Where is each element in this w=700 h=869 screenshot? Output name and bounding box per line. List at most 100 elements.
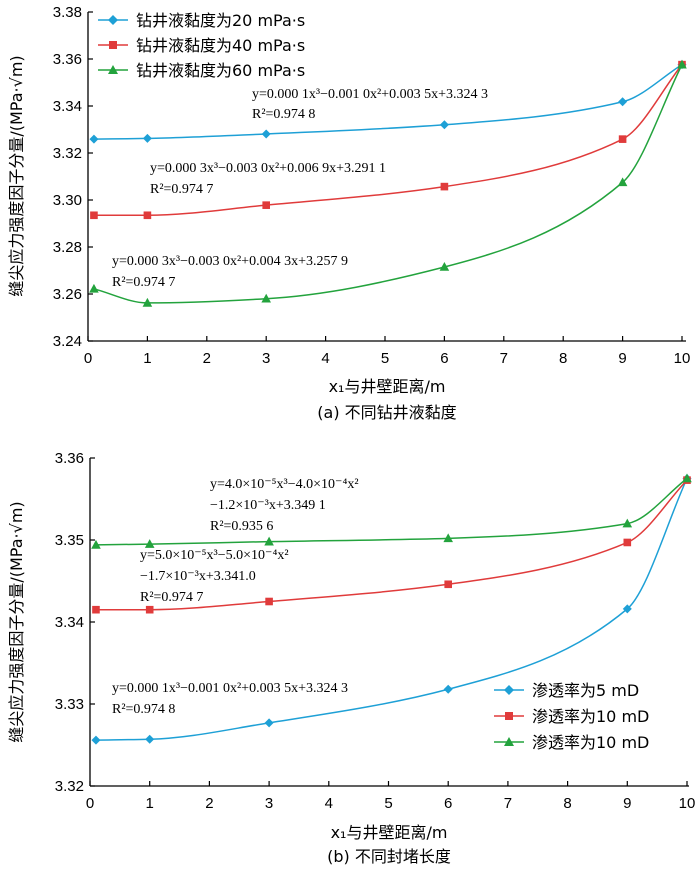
legend-item-b-0: 渗透率为5 mD: [494, 681, 639, 700]
chart-b-series-0-line: [95, 478, 688, 741]
chart-b-x-ticks: 0 1 2 3 4 5 6 7 8 9 10: [86, 781, 696, 812]
chart-a-caption: (a) 不同钻井液黏度: [317, 403, 456, 422]
chart-b-x-tick-label: 2: [205, 795, 213, 812]
chart-b-series-2-line: [95, 477, 688, 546]
chart-a-x-tick-label: 5: [381, 350, 389, 367]
chart-a-series: [89, 59, 687, 307]
chart-b-legend: 渗透率为5 mD 渗透率为10 mD 渗透率为10 mD: [494, 681, 649, 752]
legend-item-b-1: 渗透率为10 mD: [494, 707, 649, 726]
legend-marker-square: [505, 712, 513, 720]
chart-a-x-tick-label: 2: [203, 350, 211, 367]
eq-a-0: y=0.000 1x³−0.001 0x²+0.003 5x+3.324 3: [252, 87, 488, 102]
chart-a-y-tick-label: 3.34: [53, 98, 82, 115]
chart-b-series-0-point-4: [622, 604, 632, 614]
r2-a-2: R²=0.974 7: [112, 275, 175, 290]
chart-a: 3.24 3.26 3.28 3.30 3.32 3.34 3.36 3.38 0 1 2 3 4 5 6…: [7, 4, 690, 422]
eq-a-1: y=0.000 3x³−0.003 0x²+0.006 9x+3.291 1: [150, 161, 386, 176]
chart-a-y-axis-label: 缝尖应力强度因子分量/(MPa·√m): [7, 55, 26, 296]
chart-b-series-0-point-2: [264, 718, 274, 728]
chart-a-legend: 钻井液黏度为20 mPa·s 钻井液黏度为40 mPa·s 钻井液黏度为60 m…: [98, 11, 305, 80]
chart-a-series-2-point-4: [617, 177, 628, 187]
chart-a-series-2-point-1: [142, 297, 153, 307]
svg-text:渗透率为5 mD: 渗透率为5 mD: [532, 681, 639, 700]
chart-b-x-tick-label: 8: [563, 795, 571, 812]
legend-marker-diamond: [108, 15, 118, 25]
chart-b-x-tick-label: 9: [623, 795, 631, 812]
chart-b-series: [91, 473, 692, 745]
chart-b-series-1-point-3: [444, 580, 452, 589]
r2-b-1: R²=0.974 7: [140, 590, 203, 605]
r2-b-2: R²=0.935 6: [210, 519, 273, 534]
chart-b-x-tick-label: 10: [679, 795, 696, 812]
chart-a-series-2: [89, 59, 687, 307]
chart-b-x-tick-label: 5: [384, 795, 392, 812]
chart-a-y-tick-label: 3.26: [53, 286, 82, 303]
chart-b-series-2-point-2: [264, 536, 274, 546]
chart-b-x-tick-label: 4: [325, 795, 333, 812]
chart-b-x-tick-label: 6: [444, 795, 452, 812]
chart-a-series-1-point-1: [143, 211, 152, 220]
chart-a-series-1-point-4: [618, 135, 627, 143]
chart-b-x-tick-label: 3: [265, 795, 273, 812]
chart-a-y-tick-label: 3.36: [53, 51, 82, 68]
legend-marker-square: [109, 41, 117, 49]
chart-a-y-ticks: 3.24 3.26 3.28 3.30 3.32 3.34 3.36 3.38: [53, 4, 93, 350]
chart-a-series-2-point-5: [677, 59, 687, 69]
chart-b-y-tick-label: 3.34: [55, 614, 84, 631]
legend-marker-diamond: [504, 685, 514, 695]
legend-item-a-0: 钻井液黏度为20 mPa·s: [98, 11, 305, 30]
chart-b-series-1-point-1: [145, 605, 154, 614]
chart-b-y-tick-label: 3.32: [55, 778, 84, 795]
r2-a-0: R²=0.974 8: [252, 107, 315, 122]
chart-a-x-tick-label: 3: [262, 350, 270, 367]
chart-a-series-0-point-3: [439, 120, 449, 130]
chart-a-series-0-point-1: [142, 133, 152, 143]
chart-a-y-tick-label: 3.32: [53, 145, 82, 162]
chart-b-x-tick-label: 1: [146, 795, 154, 812]
chart-a-series-0-point-4: [618, 97, 628, 107]
chart-b-series-2-point-0: [91, 539, 101, 549]
chart-a-x-tick-label: 10: [674, 350, 691, 367]
legend-marker-triangle: [504, 737, 514, 746]
chart-b-series-2-point-3: [443, 533, 453, 543]
chart-b-series-2-point-5: [682, 473, 692, 483]
chart-a-series-1-point-0: [90, 211, 98, 220]
chart-b-caption: (b) 不同封堵长度: [327, 847, 451, 866]
chart-a-x-tick-label: 8: [559, 350, 567, 367]
chart-a-series-2-line: [93, 64, 683, 304]
chart-a-x-tick-label: 9: [618, 350, 626, 367]
chart-b-x-tick-label: 7: [504, 795, 512, 812]
chart-a-x-tick-label: 0: [84, 350, 92, 367]
chart-b: 3.32 3.33 3.34 3.35 3.36 0 1 2 3 4 5 6 7 8 9 10 缝尖应力强度…: [7, 450, 695, 866]
eq-b-2-line1: y=4.0×10⁻⁵x³−4.0×10⁻⁴x²: [210, 477, 359, 492]
chart-a-series-2-point-3: [439, 261, 450, 271]
eq-b-1-line1: y=5.0×10⁻⁵x³−5.0×10⁻⁴x²: [140, 548, 289, 563]
legend-item-a-1: 钻井液黏度为40 mPa·s: [98, 36, 305, 55]
chart-b-x-axis-label: x₁与井壁距离/m: [331, 823, 448, 842]
svg-text:渗透率为10 mD: 渗透率为10 mD: [532, 733, 649, 752]
eq-b-0: y=0.000 1x³−0.001 0x²+0.003 5x+3.324 3: [112, 681, 348, 696]
chart-a-x-tick-label: 7: [500, 350, 508, 367]
legend-item-b-2: 渗透率为10 mD: [494, 733, 649, 752]
chart-b-series-2-point-4: [622, 518, 633, 528]
chart-a-x-axis-label: x₁与井壁距离/m: [329, 377, 446, 396]
eq-b-1-line2: −1.7×10⁻³x+3.341.0: [140, 569, 256, 584]
chart-b-y-tick-label: 3.33: [55, 696, 84, 713]
chart-a-series-2-point-2: [261, 293, 271, 303]
svg-text:渗透率为10 mD: 渗透率为10 mD: [532, 707, 649, 726]
chart-a-y-tick-label: 3.30: [53, 192, 82, 209]
chart-b-series-0-point-1: [145, 734, 155, 744]
chart-b-series-1-point-0: [92, 605, 100, 614]
eq-b-2-line2: −1.2×10⁻³x+3.349 1: [210, 498, 326, 513]
chart-b-series-1-point-4: [623, 538, 632, 547]
chart-a-x-tick-label: 6: [440, 350, 448, 367]
r2-a-1: R²=0.974 7: [150, 182, 213, 197]
chart-b-series-1-point-2: [265, 597, 273, 606]
chart-a-x-ticks: 0 1 2 3 4 5 6 7 8 9 10: [84, 336, 691, 367]
chart-b-y-tick-label: 3.36: [55, 450, 84, 467]
chart-b-y-axis-label: 缝尖应力强度因子分量/(MPa·√m): [7, 501, 26, 742]
eq-a-2: y=0.000 3x³−0.003 0x²+0.004 3x+3.257 9: [112, 254, 348, 269]
chart-b-series-2: [91, 473, 692, 549]
svg-text:钻井液黏度为20 mPa·s: 钻井液黏度为20 mPa·s: [136, 11, 305, 30]
